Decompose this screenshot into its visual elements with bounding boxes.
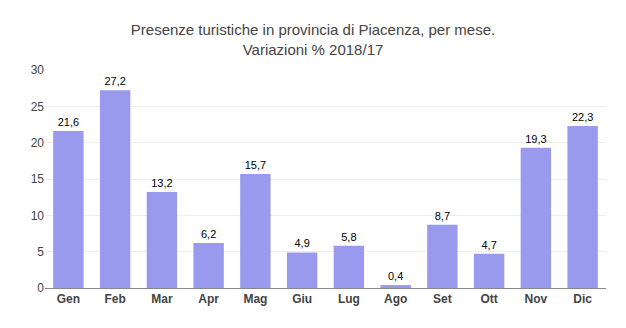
svg-text:Ott: Ott bbox=[480, 292, 497, 306]
svg-text:Mag: Mag bbox=[243, 292, 267, 306]
svg-text:20: 20 bbox=[31, 136, 45, 150]
svg-text:4,7: 4,7 bbox=[481, 239, 496, 251]
svg-text:Presenze turistiche in provinc: Presenze turistiche in provincia di Piac… bbox=[131, 21, 495, 58]
svg-text:Apr: Apr bbox=[198, 292, 219, 306]
svg-text:19,3: 19,3 bbox=[525, 133, 546, 145]
svg-text:5,8: 5,8 bbox=[341, 231, 356, 243]
svg-text:10: 10 bbox=[31, 209, 45, 223]
svg-text:27,2: 27,2 bbox=[104, 75, 125, 87]
svg-text:0: 0 bbox=[37, 281, 44, 295]
svg-text:Feb: Feb bbox=[104, 292, 125, 306]
svg-text:Giu: Giu bbox=[292, 292, 312, 306]
svg-text:15,7: 15,7 bbox=[245, 159, 266, 171]
svg-text:13,2: 13,2 bbox=[151, 177, 172, 189]
svg-text:22,3: 22,3 bbox=[572, 111, 593, 123]
svg-text:15: 15 bbox=[31, 172, 45, 186]
svg-text:Nov: Nov bbox=[525, 292, 548, 306]
svg-text:6,2: 6,2 bbox=[201, 228, 216, 240]
svg-text:8,7: 8,7 bbox=[435, 210, 450, 222]
svg-text:Gen: Gen bbox=[57, 292, 80, 306]
svg-text:21,6: 21,6 bbox=[58, 116, 79, 128]
svg-text:30: 30 bbox=[31, 63, 45, 77]
svg-text:Lug: Lug bbox=[338, 292, 360, 306]
svg-text:4,9: 4,9 bbox=[294, 237, 309, 249]
svg-text:Set: Set bbox=[433, 292, 452, 306]
svg-text:5: 5 bbox=[37, 245, 44, 259]
svg-text:Ago: Ago bbox=[384, 292, 407, 306]
svg-text:25: 25 bbox=[31, 100, 45, 114]
svg-text:Mar: Mar bbox=[151, 292, 173, 306]
svg-text:Dic: Dic bbox=[573, 292, 592, 306]
svg-text:0,4: 0,4 bbox=[388, 270, 403, 282]
